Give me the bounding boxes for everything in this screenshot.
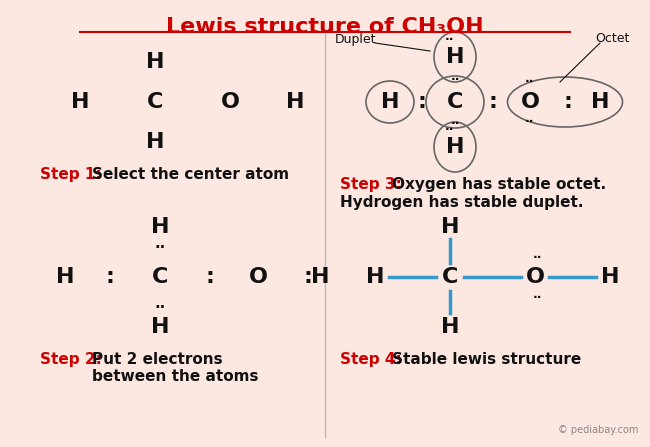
Text: H: H [446,47,464,67]
Text: Duplet: Duplet [334,33,376,46]
Text: H: H [366,267,384,287]
Text: H: H [146,52,164,72]
Text: Put 2 electrons: Put 2 electrons [92,352,222,367]
Text: C: C [447,92,463,112]
Text: :: : [417,92,426,112]
Text: Step 3:: Step 3: [340,177,402,192]
Text: H: H [286,92,304,112]
Text: ··: ·· [533,250,543,263]
Text: H: H [381,92,399,112]
Text: O: O [220,92,239,112]
Text: Step 4:: Step 4: [340,352,402,367]
Text: :: : [304,267,313,287]
Text: H: H [446,137,464,157]
Text: H: H [71,92,89,112]
Text: O: O [521,92,539,112]
Text: © pediabay.com: © pediabay.com [558,425,638,435]
Text: H: H [441,317,460,337]
Text: H: H [441,217,460,237]
Text: ··: ·· [444,122,454,135]
Text: H: H [591,92,609,112]
Text: ··: ·· [533,291,543,304]
Text: H: H [146,132,164,152]
Text: Step 2:: Step 2: [40,352,102,367]
Text: H: H [311,267,330,287]
Text: H: H [151,317,169,337]
Text: Lewis structure of CH₃OH: Lewis structure of CH₃OH [166,17,484,37]
Text: Stable lewis structure: Stable lewis structure [392,352,581,367]
Text: O: O [525,267,545,287]
Text: ··: ·· [155,299,166,315]
Text: ··: ·· [444,33,454,46]
Text: H: H [56,267,74,287]
Text: Octet: Octet [595,33,629,46]
Text: :: : [105,267,114,287]
Text: ··: ·· [450,73,460,87]
Text: ··: ·· [155,240,166,254]
Text: ··: ·· [525,76,535,89]
Text: H: H [151,217,169,237]
Text: O: O [248,267,268,287]
Text: Hydrogen has stable duplet.: Hydrogen has stable duplet. [340,195,584,210]
Text: Select the center atom: Select the center atom [92,167,289,182]
Text: C: C [442,267,458,287]
Text: C: C [152,267,168,287]
Text: :: : [564,92,573,112]
Text: :: : [205,267,214,287]
Text: C: C [147,92,163,112]
Text: Oxygen has stable octet.: Oxygen has stable octet. [392,177,606,192]
Text: H: H [601,267,619,287]
Text: Step 1:: Step 1: [40,167,101,182]
Text: between the atoms: between the atoms [92,369,259,384]
Text: :: : [489,92,497,112]
Text: ··: ·· [450,118,460,131]
Text: ··: ·· [525,115,535,128]
